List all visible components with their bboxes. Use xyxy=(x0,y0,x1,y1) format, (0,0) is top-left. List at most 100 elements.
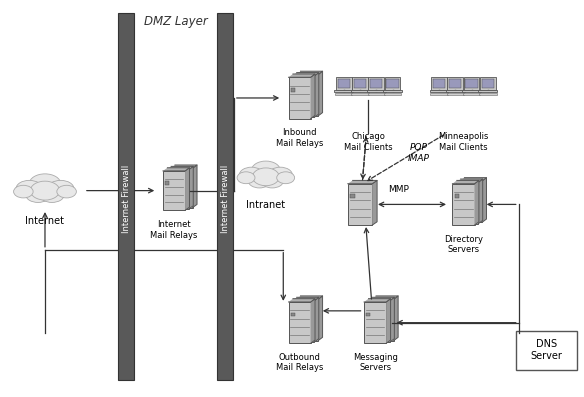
FancyBboxPatch shape xyxy=(354,79,366,88)
FancyBboxPatch shape xyxy=(478,90,498,92)
FancyBboxPatch shape xyxy=(430,93,448,95)
FancyBboxPatch shape xyxy=(462,90,481,92)
Polygon shape xyxy=(453,180,479,184)
Text: Internet: Internet xyxy=(26,216,64,226)
Polygon shape xyxy=(364,299,391,302)
Polygon shape xyxy=(386,299,391,343)
FancyBboxPatch shape xyxy=(449,79,461,88)
FancyBboxPatch shape xyxy=(374,310,378,314)
FancyBboxPatch shape xyxy=(387,79,399,88)
Ellipse shape xyxy=(30,181,60,200)
Ellipse shape xyxy=(252,161,280,179)
FancyBboxPatch shape xyxy=(298,85,303,89)
Text: Minneapolis
Mail Clients: Minneapolis Mail Clients xyxy=(438,132,489,152)
FancyBboxPatch shape xyxy=(460,181,482,222)
Polygon shape xyxy=(482,177,486,222)
FancyBboxPatch shape xyxy=(294,87,298,91)
FancyBboxPatch shape xyxy=(298,310,303,314)
Polygon shape xyxy=(163,168,189,171)
Polygon shape xyxy=(288,299,315,302)
Polygon shape xyxy=(460,177,486,181)
Text: Internet Firewall: Internet Firewall xyxy=(221,164,230,233)
FancyBboxPatch shape xyxy=(335,93,352,95)
Polygon shape xyxy=(296,71,322,75)
FancyBboxPatch shape xyxy=(165,181,169,185)
FancyBboxPatch shape xyxy=(446,90,465,92)
FancyBboxPatch shape xyxy=(465,79,478,88)
FancyBboxPatch shape xyxy=(352,77,368,90)
Text: DNS
Server: DNS Server xyxy=(530,339,562,362)
Polygon shape xyxy=(311,299,315,343)
Ellipse shape xyxy=(26,187,50,202)
FancyBboxPatch shape xyxy=(163,171,185,210)
FancyBboxPatch shape xyxy=(169,180,173,183)
FancyBboxPatch shape xyxy=(482,79,494,88)
FancyBboxPatch shape xyxy=(173,178,177,182)
Text: DMZ Layer: DMZ Layer xyxy=(144,15,208,28)
FancyBboxPatch shape xyxy=(291,313,295,316)
Polygon shape xyxy=(314,73,319,117)
Ellipse shape xyxy=(252,168,279,186)
Polygon shape xyxy=(318,71,322,116)
Polygon shape xyxy=(292,297,319,301)
Polygon shape xyxy=(167,166,193,170)
Polygon shape xyxy=(475,180,479,225)
FancyBboxPatch shape xyxy=(288,77,311,119)
Ellipse shape xyxy=(248,174,270,188)
FancyBboxPatch shape xyxy=(291,88,295,92)
Polygon shape xyxy=(318,296,322,341)
FancyBboxPatch shape xyxy=(455,195,458,198)
FancyBboxPatch shape xyxy=(352,93,369,95)
FancyBboxPatch shape xyxy=(371,299,394,341)
Ellipse shape xyxy=(13,185,33,198)
Ellipse shape xyxy=(239,167,263,183)
Ellipse shape xyxy=(237,172,255,184)
Polygon shape xyxy=(372,180,377,225)
Ellipse shape xyxy=(277,172,294,184)
Text: Inbound
Mail Relays: Inbound Mail Relays xyxy=(276,128,323,148)
Polygon shape xyxy=(171,165,197,168)
FancyBboxPatch shape xyxy=(463,192,466,195)
Polygon shape xyxy=(288,74,315,77)
Text: POP
IMAP: POP IMAP xyxy=(408,143,430,163)
Ellipse shape xyxy=(16,180,43,197)
FancyBboxPatch shape xyxy=(368,93,385,95)
FancyBboxPatch shape xyxy=(430,90,449,92)
FancyBboxPatch shape xyxy=(334,90,353,92)
Polygon shape xyxy=(371,296,398,299)
Text: Messaging
Servers: Messaging Servers xyxy=(353,353,398,372)
FancyBboxPatch shape xyxy=(370,79,383,88)
FancyBboxPatch shape xyxy=(456,182,478,224)
Polygon shape xyxy=(292,73,319,76)
Ellipse shape xyxy=(40,187,64,202)
Polygon shape xyxy=(368,297,394,301)
Text: Internet Firewall: Internet Firewall xyxy=(122,164,131,233)
FancyBboxPatch shape xyxy=(480,77,496,90)
FancyBboxPatch shape xyxy=(336,77,352,90)
Polygon shape xyxy=(478,179,483,224)
FancyBboxPatch shape xyxy=(364,302,386,343)
FancyBboxPatch shape xyxy=(368,301,390,342)
FancyBboxPatch shape xyxy=(464,77,479,90)
Ellipse shape xyxy=(47,180,74,197)
FancyBboxPatch shape xyxy=(350,195,354,198)
Ellipse shape xyxy=(261,174,283,188)
Text: Directory
Servers: Directory Servers xyxy=(444,235,483,254)
FancyBboxPatch shape xyxy=(447,93,464,95)
Polygon shape xyxy=(296,296,322,299)
Polygon shape xyxy=(185,168,189,210)
FancyBboxPatch shape xyxy=(118,13,134,380)
FancyBboxPatch shape xyxy=(171,168,193,208)
FancyBboxPatch shape xyxy=(431,77,447,90)
FancyBboxPatch shape xyxy=(294,311,298,315)
FancyBboxPatch shape xyxy=(369,77,384,90)
Polygon shape xyxy=(390,297,394,342)
FancyBboxPatch shape xyxy=(338,79,350,88)
FancyBboxPatch shape xyxy=(348,184,372,225)
Ellipse shape xyxy=(29,174,61,194)
Ellipse shape xyxy=(268,167,293,183)
FancyBboxPatch shape xyxy=(167,170,189,209)
Polygon shape xyxy=(348,180,377,184)
Text: Chicago
Mail Clients: Chicago Mail Clients xyxy=(344,132,392,152)
Polygon shape xyxy=(314,297,319,342)
